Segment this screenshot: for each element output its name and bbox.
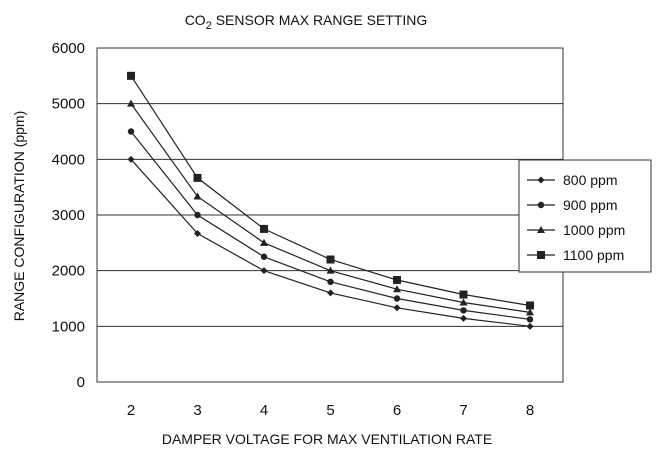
y-tick-label-6000: 6000 bbox=[52, 40, 85, 57]
y-tick-label-2000: 2000 bbox=[52, 263, 85, 280]
data-point-1100-ppm-2 bbox=[127, 71, 135, 80]
data-point-1000-ppm-4 bbox=[260, 238, 268, 246]
x-tick-label-7: 7 bbox=[459, 402, 467, 419]
data-point-900-ppm-4 bbox=[260, 253, 268, 260]
legend-label-1000-ppm: 1000 ppm bbox=[563, 222, 625, 238]
y-axis-title: RANGE CONFIGURATION (ppm) bbox=[11, 111, 27, 322]
data-point-800-ppm-6 bbox=[393, 304, 401, 312]
x-tick-label-8: 8 bbox=[526, 402, 534, 419]
y-tick-label-4000: 4000 bbox=[52, 151, 85, 168]
data-point-1100-ppm-6 bbox=[393, 275, 401, 284]
x-tick-label-4: 4 bbox=[260, 402, 268, 419]
data-point-1100-ppm-7 bbox=[459, 290, 468, 299]
data-point-800-ppm-7 bbox=[460, 314, 467, 322]
data-point-900-ppm-5 bbox=[327, 278, 334, 285]
legend: 800 ppm 900 ppm 1000 ppm 1100 ppm bbox=[518, 159, 652, 273]
legend-label-900-ppm: 900 ppm bbox=[563, 197, 617, 213]
data-point-1000-ppm-6 bbox=[393, 285, 401, 293]
x-tick-label-5: 5 bbox=[326, 402, 334, 419]
series-800-ppm bbox=[127, 155, 534, 330]
data-point-1100-ppm-8 bbox=[526, 301, 534, 310]
x-tick-label-3: 3 bbox=[193, 402, 201, 419]
data-point-800-ppm-5 bbox=[327, 289, 334, 297]
data-point-1100-ppm-5 bbox=[326, 255, 335, 264]
y-tick-label-1000: 1000 bbox=[52, 318, 85, 335]
x-tick-label-6: 6 bbox=[393, 402, 401, 419]
series-900-ppm bbox=[127, 128, 534, 323]
legend-label-800-ppm: 800 ppm bbox=[563, 172, 617, 188]
data-point-1000-ppm-2 bbox=[127, 99, 135, 107]
data-point-800-ppm-4 bbox=[260, 267, 268, 275]
series-line-800-ppm bbox=[130, 158, 531, 327]
series-1100-ppm bbox=[127, 71, 534, 310]
x-axis-title: DAMPER VOLTAGE FOR MAX VENTILATION RATE bbox=[162, 431, 492, 447]
data-point-1100-ppm-4 bbox=[260, 224, 268, 233]
plot-area: 0 1000 2000 3000 4000 5000 6000 2 3 4 5 6 7 8 bbox=[52, 40, 564, 419]
chart-title: CO2 SENSOR MAX RANGE SETTING bbox=[185, 12, 428, 32]
data-point-1000-ppm-3 bbox=[193, 192, 202, 200]
chart-title-prefix: CO bbox=[185, 12, 206, 28]
data-point-1000-ppm-5 bbox=[326, 266, 335, 274]
legend-label-1100-ppm: 1100 ppm bbox=[563, 247, 624, 263]
y-tick-label-0: 0 bbox=[77, 374, 85, 391]
chart-title-rest: SENSOR MAX RANGE SETTING bbox=[212, 12, 427, 28]
legend-marker-1100-ppm bbox=[537, 251, 545, 259]
legend-marker-800-ppm bbox=[537, 176, 545, 184]
legend-marker-900-ppm bbox=[537, 201, 545, 209]
data-point-900-ppm-2 bbox=[127, 128, 135, 135]
chart-title-subscript: 2 bbox=[206, 20, 212, 32]
data-point-800-ppm-8 bbox=[526, 322, 534, 330]
data-point-900-ppm-3 bbox=[194, 211, 201, 219]
legend-marker-1000-ppm bbox=[537, 226, 545, 233]
data-point-1000-ppm-7 bbox=[459, 298, 468, 306]
y-tick-label-3000: 3000 bbox=[52, 207, 85, 224]
data-point-800-ppm-3 bbox=[194, 230, 201, 238]
data-point-1100-ppm-3 bbox=[193, 173, 202, 182]
data-point-900-ppm-8 bbox=[526, 316, 534, 323]
data-point-1000-ppm-8 bbox=[526, 308, 534, 316]
data-point-800-ppm-2 bbox=[127, 155, 135, 163]
y-tick-label-5000: 5000 bbox=[52, 96, 85, 113]
data-point-900-ppm-7 bbox=[460, 307, 467, 314]
series-1000-ppm bbox=[127, 99, 534, 316]
data-point-900-ppm-6 bbox=[393, 295, 401, 302]
x-tick-label-2: 2 bbox=[127, 402, 135, 419]
